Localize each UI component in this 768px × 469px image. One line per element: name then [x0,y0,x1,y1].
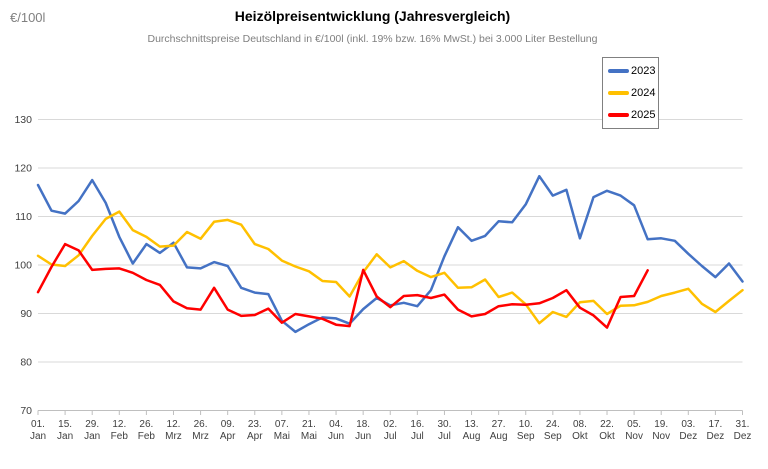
x-axis-tick-label: Apr [220,431,236,442]
x-axis-tick-label: Okt [599,431,615,442]
x-axis-tick-label: Okt [572,431,588,442]
x-axis-tick-label: 12. [112,419,126,430]
x-axis-tick-label: Feb [111,431,129,442]
series-line-2024 [36,210,744,325]
x-axis-tick-label: 26. [139,419,153,430]
x-axis-tick-label: Jul [438,431,451,442]
legend-label-2024: 2024 [631,86,656,99]
x-axis-tick-label: Jan [84,431,100,442]
y-axis-tick-label: 130 [14,114,32,126]
x-axis-tick-label: 31. [736,419,750,430]
x-axis-tick-label: Nov [652,431,670,442]
legend-label-2025: 2025 [631,108,656,121]
x-axis-tick-label: Apr [247,431,263,442]
x-axis-tick-label: 05. [627,419,641,430]
x-axis-tick-label: Jul [411,431,424,442]
x-axis-tick-label: 22. [600,419,614,430]
x-axis-tick-label: 21. [302,419,316,430]
x-axis-tick-label: 19. [654,419,668,430]
y-axis-tick-label: 90 [20,308,32,320]
y-axis-unit-label: €/100l [10,10,46,25]
x-axis-tick-label: Jan [30,431,46,442]
x-axis-tick-label: Mrz [192,431,209,442]
y-axis-tick-label: 100 [14,260,32,272]
chart-legend: 2023 2024 2025 [602,57,659,129]
chart-title: Heizölpreisentwicklung (Jahresvergleich) [234,8,511,24]
x-axis-tick-label: 29. [85,419,99,430]
x-axis-tick-label: Nov [625,431,643,442]
x-axis-tick-label: Aug [490,431,508,442]
x-axis-tick-label: Jan [57,431,73,442]
x-axis-tick-label: Sep [517,431,535,442]
y-axis-tick-label: 80 [20,357,32,369]
x-axis-tick-label: 23. [248,419,262,430]
x-axis-tick-label: Jun [355,431,371,442]
y-axis-tick-label: 120 [14,163,32,175]
x-axis-tick-label: 27. [492,419,506,430]
legend-item-2024: 2024 [608,86,658,99]
x-axis-tick-label: Mai [274,431,290,442]
legend-line-swatch-2023 [608,69,629,73]
x-axis-tick-label: 02. [383,419,397,430]
x-axis-tick-label: Aug [463,431,481,442]
x-axis-tick-label: 12. [167,419,181,430]
x-axis-tick-label: Sep [544,431,562,442]
legend-item-2025: 2025 [608,108,658,121]
x-axis-tick-label: 07. [275,419,289,430]
x-axis-tick-label: 30. [437,419,451,430]
x-axis-tick-label: Jul [384,431,397,442]
legend-item-2023: 2023 [608,64,658,77]
x-axis-tick-label: Feb [138,431,156,442]
series-line-2025 [36,242,649,329]
x-axis-tick-label: Jun [328,431,344,442]
x-axis-tick-label: Mrz [165,431,182,442]
y-axis-tick-label: 110 [15,211,32,223]
x-axis-tick-label: 17. [708,419,722,430]
y-axis-tick-label: 70 [20,405,32,417]
x-axis-tick-label: Dez [707,431,725,442]
x-axis-tick-label: 04. [329,419,343,430]
chart-subtitle: Durchschnittspreise Deutschland in €/100… [147,33,598,45]
x-axis-tick-label: 08. [573,419,587,430]
legend-line-swatch-2024 [608,91,629,95]
x-axis-tick-label: 18. [356,419,370,430]
x-axis-tick-label: 15. [58,419,72,430]
x-axis-tick-label: 16. [410,419,424,430]
series-line-2023 [36,174,744,334]
x-axis-tick-label: 03. [681,419,695,430]
x-axis-tick-label: 10. [519,419,533,430]
x-axis-tick-label: 13. [465,419,479,430]
x-axis-tick-label: 09. [221,419,235,430]
legend-line-swatch-2025 [608,113,629,117]
x-axis-tick-label: Dez [679,431,697,442]
x-axis-tick-label: Dez [734,431,752,442]
legend-label-2023: 2023 [631,64,656,77]
x-axis-tick-label: 01. [31,419,45,430]
x-axis-tick-label: 26. [194,419,208,430]
x-axis-tick-label: Mai [301,431,317,442]
x-axis-tick-label: 24. [546,419,560,430]
